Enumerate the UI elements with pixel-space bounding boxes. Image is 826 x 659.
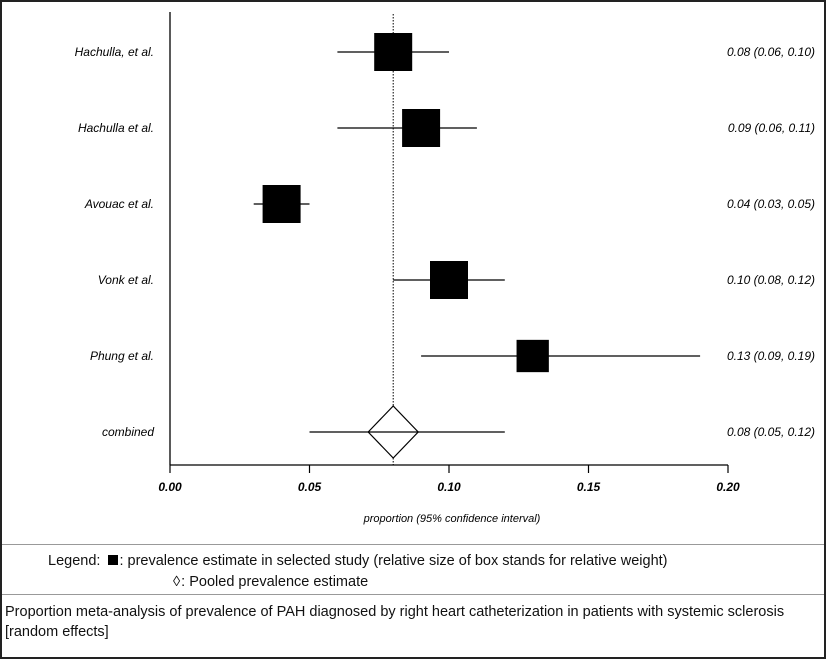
study-label: Hachulla, et al.	[75, 45, 154, 59]
legend-diamond-icon: ◊	[173, 574, 181, 590]
legend-box-marker	[108, 555, 119, 565]
legend-pooled-text: : Pooled prevalence estimate	[181, 574, 369, 590]
study-ci-text: 0.09 (0.06, 0.11)	[728, 121, 815, 135]
x-tick-label: 0.05	[298, 480, 322, 494]
forest-plot: 0.00 0.05 0.10 0.15 0.20 proportion (95% conf…	[75, 12, 815, 525]
study-label: Phung et al.	[90, 349, 154, 363]
study-ci-text: 0.08 (0.06, 0.10)	[727, 45, 815, 59]
study-ci-text: 0.04 (0.03, 0.05)	[727, 197, 815, 211]
study-box-marker	[402, 109, 441, 147]
combined-ci-text: 0.08 (0.05, 0.12)	[727, 425, 815, 439]
legend-pooled-entry: ◊: Pooled prevalence estimate	[173, 574, 368, 590]
combined-label: combined	[102, 425, 154, 439]
study-ci-text: 0.13 (0.09, 0.19)	[727, 349, 815, 363]
legend-study-entry: Legend: : prevalence estimate in selecte…	[48, 553, 668, 569]
study-label: Vonk et al.	[98, 273, 154, 287]
legend-prefix: Legend:	[48, 553, 105, 569]
x-tick-label: 0.10	[437, 480, 461, 494]
legend: Legend: : prevalence estimate in selecte…	[2, 544, 824, 593]
study-ci-text: 0.10 (0.08, 0.12)	[727, 273, 815, 287]
study-label: Avouac et al.	[84, 197, 154, 211]
study-box-marker	[430, 261, 468, 299]
figure-caption: Proportion meta-analysis of prevalence o…	[2, 594, 824, 658]
study-box-marker	[516, 339, 549, 373]
legend-study-text: : prevalence estimate in selected study …	[119, 553, 668, 569]
study-label: Hachulla et al.	[78, 121, 154, 135]
x-axis-title: proportion (95% confidence interval)	[363, 513, 541, 525]
study-box-marker	[374, 33, 413, 71]
caption-text: Proportion meta-analysis of prevalence o…	[5, 604, 785, 640]
study-box-marker	[262, 185, 301, 223]
x-tick-label: 0.00	[158, 480, 182, 494]
x-tick-label: 0.15	[577, 480, 601, 494]
x-tick-label: 0.20	[716, 480, 740, 494]
